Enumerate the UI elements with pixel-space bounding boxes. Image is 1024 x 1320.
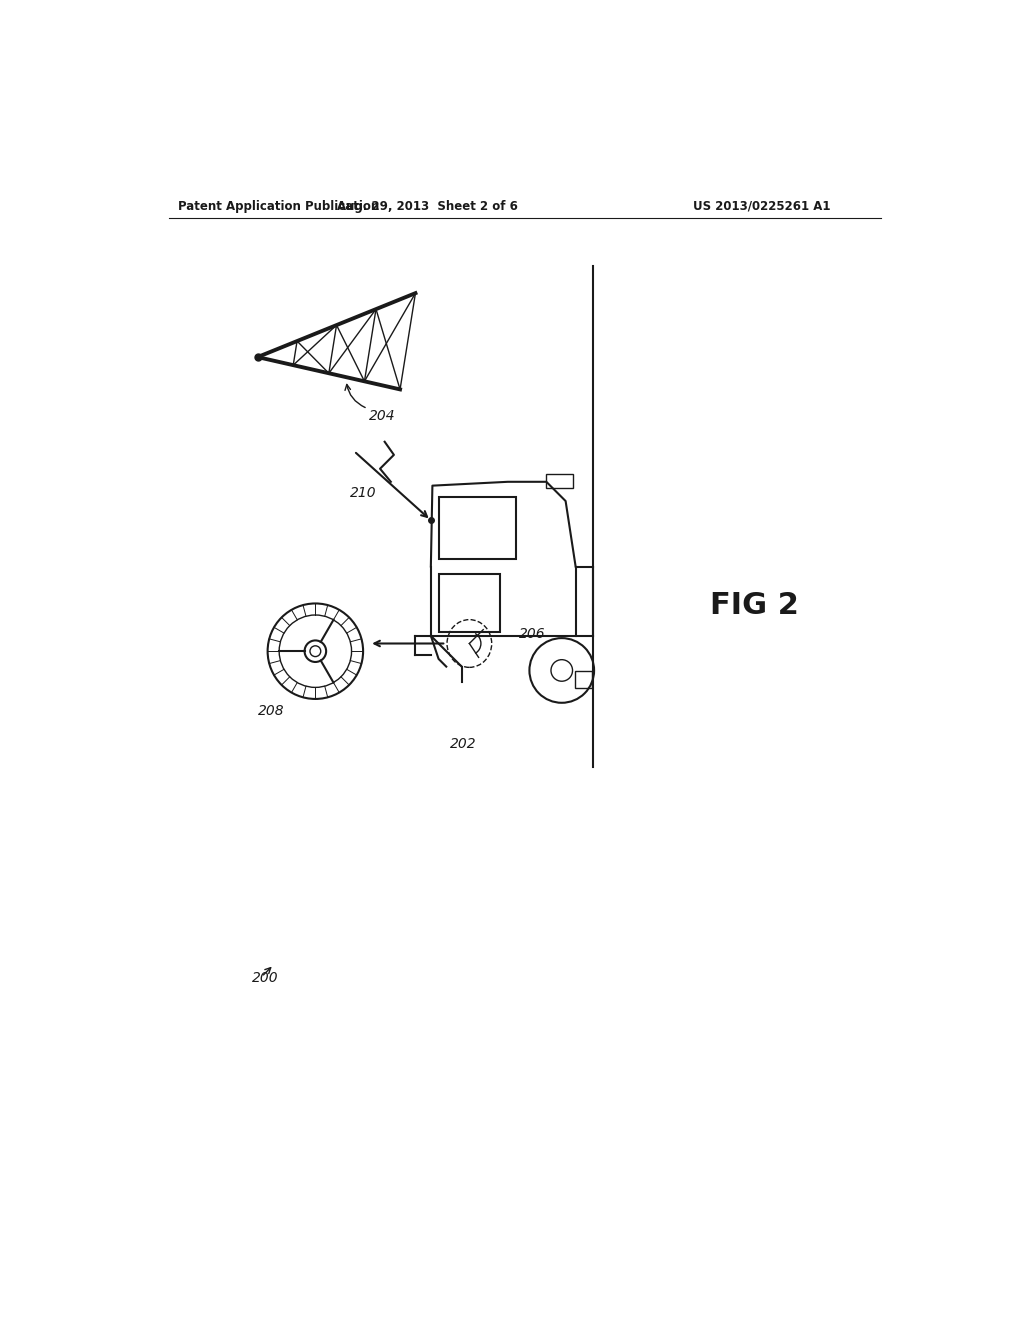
Bar [438, 498, 515, 558]
Text: 204: 204 [370, 409, 396, 424]
Text: 200: 200 [252, 972, 279, 986]
Text: Patent Application Publication: Patent Application Publication [178, 199, 380, 213]
Bar [574, 671, 592, 688]
Bar [547, 474, 573, 488]
Text: 206: 206 [519, 627, 546, 642]
Text: 210: 210 [350, 486, 377, 500]
Circle shape [529, 638, 594, 702]
Circle shape [267, 603, 364, 700]
Text: FIG 2: FIG 2 [710, 590, 799, 619]
Bar [438, 574, 500, 632]
Text: 202: 202 [451, 737, 477, 751]
Text: US 2013/0225261 A1: US 2013/0225261 A1 [693, 199, 830, 213]
Text: Aug. 29, 2013  Sheet 2 of 6: Aug. 29, 2013 Sheet 2 of 6 [337, 199, 517, 213]
Circle shape [280, 615, 351, 688]
Text: 208: 208 [258, 705, 285, 718]
Circle shape [304, 640, 326, 663]
